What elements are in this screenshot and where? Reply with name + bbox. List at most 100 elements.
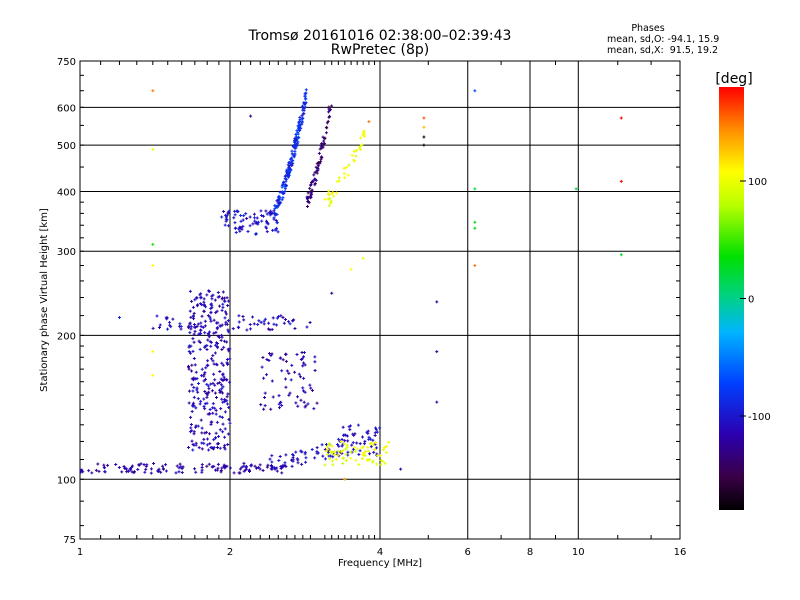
echo-point [216,346,220,350]
echo-point [289,163,293,167]
echo-point [361,133,365,137]
echo-point [210,297,214,301]
echo-point [211,381,215,385]
echo-point [198,331,202,335]
echo-point [157,326,161,330]
echo-point [291,453,295,457]
echo-point [197,382,201,386]
echo-point [369,445,373,449]
y-tick-label: 200 [57,331,76,342]
echo-point [277,394,281,398]
echo-point [258,467,262,471]
echo-point [299,398,303,402]
echo-point [358,144,362,148]
echo-point [226,347,230,351]
echo-point [218,390,222,394]
echo-point [350,443,354,447]
echo-point [283,189,287,193]
echo-point [279,400,283,404]
echo-point [247,468,251,472]
echo-point [399,467,403,471]
echo-point [225,395,229,399]
echo-point [286,170,290,174]
echo-point [223,410,227,414]
echo-point [346,453,350,457]
echo-point [344,452,348,456]
echo-point [211,359,215,363]
echo-point [187,367,191,371]
echo-point [227,211,231,215]
echo-point [203,402,207,406]
echo-point [303,105,307,109]
echo-point [332,453,336,457]
echo-point [217,295,221,299]
echo-point [250,463,254,467]
colorbar-ticks: 100 0 -100 [740,177,771,423]
echo-point [240,227,244,231]
echo-point [261,356,265,360]
echo-point [378,454,382,458]
echo-point [220,333,224,337]
echo-point [304,88,308,92]
echo-point [294,450,298,454]
echo-point [200,431,204,435]
echo-point [151,89,155,93]
echo-point [202,437,206,441]
echo-point [199,292,203,296]
echo-point [221,385,225,389]
echo-point [222,445,226,449]
echo-point [211,354,215,358]
echo-point [342,166,346,170]
echo-point [221,363,225,367]
echo-point [192,357,196,361]
echo-point [205,395,209,399]
echo-point [371,459,375,463]
echo-point [199,399,203,403]
echo-point [270,460,274,464]
echo-point [190,363,194,367]
echo-point [349,456,353,460]
echo-point [313,355,317,359]
echo-point [364,449,368,453]
echo-point [193,363,197,367]
echo-point [327,189,331,193]
echo-point [473,264,477,268]
echo-point [223,377,227,381]
echo-point [375,430,379,434]
echo-point [255,220,259,224]
echo-point [362,132,366,136]
echo-point [270,327,274,331]
echo-point [302,376,306,380]
echo-point [241,218,245,222]
echo-point [219,407,223,411]
y-tick-label: 100 [57,475,76,486]
echo-point [218,304,222,308]
echo-point [259,320,263,324]
colorbar-tick-label: 0 [748,295,754,306]
echo-point [344,447,348,451]
echo-point [351,441,355,445]
echo-point [328,108,332,112]
echo-point [222,339,226,343]
echo-point [324,449,328,453]
echo-point [249,114,253,118]
echo-point [323,142,327,146]
chart-subtitle: RwPretec (8p) [331,42,429,58]
echo-point [297,127,301,131]
echo-point [283,318,287,322]
echo-point [241,314,245,318]
echo-point [195,386,199,390]
echo-point [266,463,270,467]
echo-point [384,444,388,448]
x-tick-label: 2 [227,547,233,558]
echo-point [215,446,219,450]
echo-point [204,391,208,395]
echo-point [284,359,288,363]
echo-point [281,315,285,319]
echo-point [366,446,370,450]
echo-point [180,467,184,471]
echo-point [227,330,231,334]
echo-point [221,302,225,306]
echo-point [142,463,146,467]
